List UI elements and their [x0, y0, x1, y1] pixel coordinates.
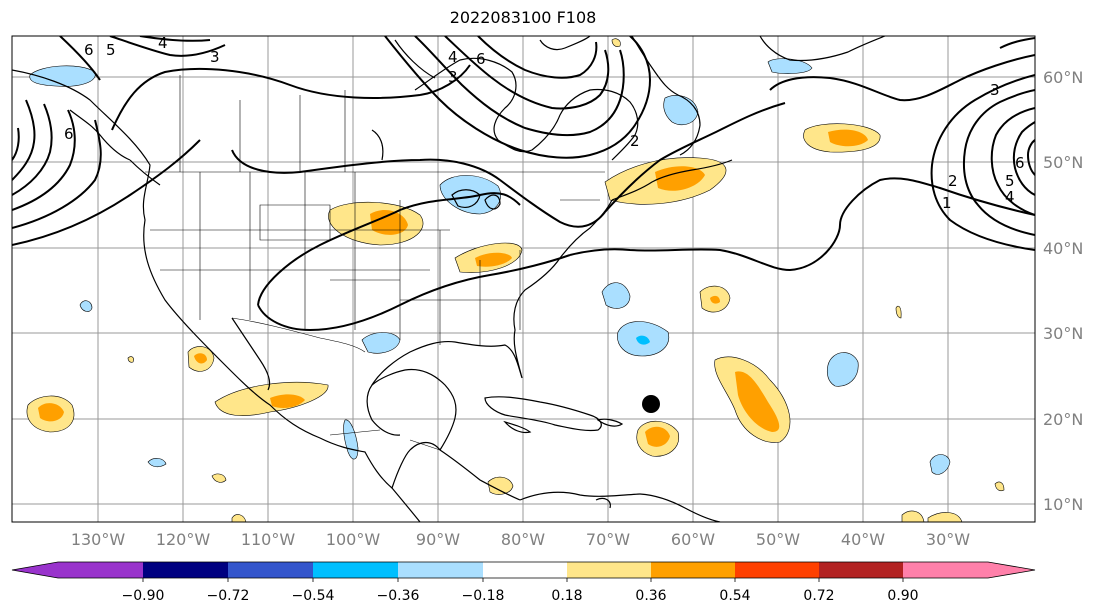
positive-anomaly-core: [655, 166, 705, 191]
latitude-label: 40°N: [1043, 239, 1083, 258]
latitude-label: 60°N: [1043, 68, 1083, 87]
positive-anomaly-core: [475, 252, 512, 267]
longitude-label: 50°W: [756, 530, 800, 549]
contour-label: 5: [106, 41, 116, 59]
positive-anomaly-core: [194, 353, 207, 364]
longitude-label: 90°W: [416, 530, 460, 549]
positive-anomaly-core: [828, 129, 868, 147]
negative-anomaly-region: [439, 175, 501, 215]
contour-label: 2: [948, 172, 958, 190]
negative-anomaly-region: [147, 458, 167, 468]
contour-label: 4: [448, 48, 458, 66]
contour-labels: 6 5 4 3 6 4 6 3 2 3 2 1 5 6 4: [64, 34, 1025, 212]
colorbar-tick-label: 0.18: [551, 588, 582, 604]
contour-label: 1: [942, 194, 952, 212]
contour-label: 6: [1015, 154, 1025, 172]
colorbar-tick-label: −0.54: [292, 588, 335, 604]
colorbar-tick-label: 0.90: [887, 588, 918, 604]
political-borders: [145, 75, 605, 451]
longitude-label: 120°W: [156, 530, 211, 549]
latitude-label: 20°N: [1043, 410, 1083, 429]
negative-anomaly-region: [601, 282, 631, 309]
colorbar-segment: [903, 562, 988, 578]
negative-anomaly-region: [826, 352, 859, 387]
colorbar-tick-label: −0.36: [377, 588, 420, 604]
colorbar-segment: [398, 562, 483, 578]
positive-anomaly-region: [211, 473, 227, 483]
positive-anomaly-core: [38, 403, 64, 422]
positive-anomaly-region: [127, 356, 134, 363]
storm-position-marker: [642, 395, 660, 413]
map-title: 2022083100 F108: [449, 8, 597, 27]
positive-anomaly-core: [370, 209, 408, 235]
latitude-label: 10°N: [1043, 495, 1083, 514]
negative-anomaly-region: [929, 454, 951, 475]
colorbar-segment: [313, 562, 398, 578]
colorbar-tick-label: −0.18: [462, 588, 505, 604]
contour-label: 5: [1005, 172, 1015, 190]
colorbar-extend-low: [12, 562, 58, 578]
colorbar-tick-label: 0.54: [719, 588, 750, 604]
colorbar-segment: [483, 562, 567, 578]
contour-lines: [12, 36, 1035, 332]
negative-anomaly-region: [767, 58, 813, 74]
colorbar-tick-label: 0.72: [803, 588, 834, 604]
positive-anomaly-region: [927, 512, 963, 522]
positive-anomaly-region: [895, 305, 902, 319]
contour-label: 2: [630, 132, 640, 150]
longitude-label: 80°W: [501, 530, 545, 549]
latitude-label: 50°N: [1043, 153, 1083, 172]
colorbar-segment: [819, 562, 903, 578]
negative-anomaly-region: [361, 332, 401, 354]
positive-anomaly-core: [270, 394, 305, 408]
colorbar-tick-label: −0.90: [122, 588, 165, 604]
colorbar-segment: [58, 562, 143, 578]
colorbar-segment: [735, 562, 819, 578]
negative-anomaly-region: [79, 300, 93, 312]
negative-anomaly-core: [636, 335, 650, 345]
longitude-label: 70°W: [586, 530, 630, 549]
contour-label: 3: [210, 48, 220, 66]
colorbar-segment: [143, 562, 228, 578]
positive-anomaly-core: [645, 426, 670, 447]
positive-anomaly-region: [901, 510, 925, 522]
contour-label: 6: [84, 41, 94, 59]
coastlines: [12, 36, 886, 522]
colorbar-tick-label: −0.72: [207, 588, 250, 604]
longitude-label: 60°W: [671, 530, 715, 549]
colorbar-segment: [567, 562, 651, 578]
colorbar-tick-label: 0.36: [635, 588, 666, 604]
positive-anomaly-region: [487, 476, 514, 495]
positive-anomaly-region: [611, 38, 621, 47]
positive-anomaly-core: [710, 295, 720, 304]
latitude-label: 30°N: [1043, 324, 1083, 343]
anomaly-shading: [26, 38, 1005, 522]
longitude-label: 130°W: [71, 530, 126, 549]
contour-label: 4: [1005, 188, 1015, 206]
longitude-label: 110°W: [241, 530, 296, 549]
colorbar: −0.90 −0.72 −0.54 −0.36 −0.18 0.18 0.36 …: [11, 561, 1036, 604]
colorbar-segment: [651, 562, 735, 578]
positive-anomaly-region: [994, 481, 1005, 492]
negative-anomaly-region: [29, 65, 96, 87]
latitude-labels: 60°N 50°N 40°N 30°N 20°N 10°N: [1043, 68, 1083, 514]
longitude-label: 40°W: [841, 530, 885, 549]
colorbar-extend-high: [988, 562, 1035, 578]
contour-label: 6: [476, 50, 486, 68]
positive-anomaly-region: [231, 514, 247, 522]
contour-label: 6: [64, 125, 74, 143]
contour-label: 3: [990, 81, 1000, 99]
longitude-label: 30°W: [926, 530, 970, 549]
colorbar-segment: [228, 562, 313, 578]
contour-label: 4: [158, 34, 168, 52]
contour-label: 3: [448, 68, 458, 86]
longitude-labels: 130°W 120°W 110°W 100°W 90°W 80°W 70°W 6…: [71, 530, 970, 549]
positive-anomaly-core: [735, 371, 780, 432]
longitude-label: 100°W: [326, 530, 381, 549]
